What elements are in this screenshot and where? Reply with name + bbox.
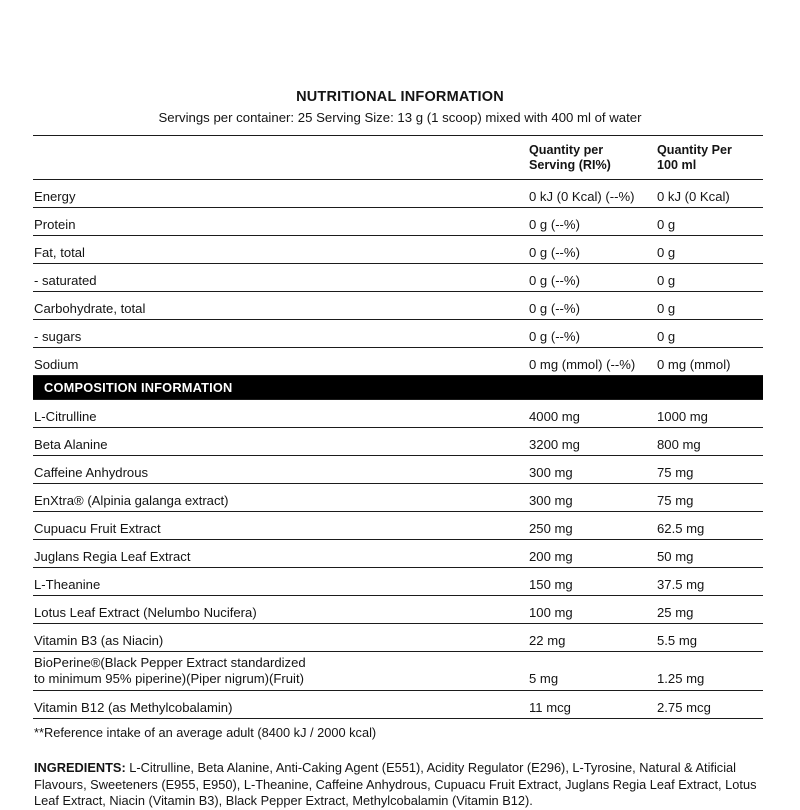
ingredient-per-serving: 11 mcg bbox=[528, 690, 656, 719]
table-row: Caffeine Anhydrous 300 mg 75 mg bbox=[33, 455, 763, 484]
ingredient-name: Cupuacu Fruit Extract bbox=[33, 511, 528, 540]
table-header-row: Quantity per Serving (RI%) Quantity Per … bbox=[33, 135, 763, 180]
column-header-per-serving-line2: Serving (RI%) bbox=[529, 157, 611, 172]
composition-section-header-label: COMPOSITION INFORMATION bbox=[33, 376, 763, 399]
table-row: Protein 0 g (--%) 0 g bbox=[33, 207, 763, 236]
nutrient-per-100ml: 0 g bbox=[656, 291, 763, 320]
ingredient-per-100ml: 2.75 mcg bbox=[656, 690, 763, 719]
ingredient-per-100ml: 75 mg bbox=[656, 483, 763, 512]
ingredient-name: L-Theanine bbox=[33, 567, 528, 596]
nutrient-per-100ml: 0 g bbox=[656, 235, 763, 264]
nutrient-name: Carbohydrate, total bbox=[33, 291, 528, 320]
column-header-per-serving-line1: Quantity per bbox=[529, 143, 604, 157]
nutrient-per-100ml: 0 mg (mmol) bbox=[656, 347, 763, 376]
nutrient-name: Sodium bbox=[33, 347, 528, 376]
ingredient-per-100ml: 50 mg bbox=[656, 539, 763, 568]
column-header-per-100ml-line1: Quantity Per bbox=[657, 143, 732, 157]
table-row: - saturated 0 g (--%) 0 g bbox=[33, 263, 763, 292]
table-row: Beta Alanine 3200 mg 800 mg bbox=[33, 427, 763, 456]
nutrient-per-serving: 0 g (--%) bbox=[528, 263, 656, 292]
table-row: Energy 0 kJ (0 Kcal) (--%) 0 kJ (0 Kcal) bbox=[33, 179, 763, 208]
nutrient-per-100ml: 0 kJ (0 Kcal) bbox=[656, 179, 763, 208]
column-header-nutrient bbox=[33, 135, 528, 180]
composition-section-header-row: COMPOSITION INFORMATION bbox=[33, 375, 763, 400]
nutrition-table-wrap: Quantity per Serving (RI%) Quantity Per … bbox=[33, 135, 763, 719]
nutrition-table-body: Quantity per Serving (RI%) Quantity Per … bbox=[33, 135, 763, 719]
ingredient-name-line1: BioPerine®(Black Pepper Extract standard… bbox=[34, 655, 306, 670]
nutrient-per-serving: 0 g (--%) bbox=[528, 291, 656, 320]
table-row: Cupuacu Fruit Extract 250 mg 62.5 mg bbox=[33, 511, 763, 540]
ingredients-label: INGREDIENTS: bbox=[34, 760, 126, 775]
ingredient-per-100ml: 1.25 mg bbox=[656, 651, 763, 691]
ingredient-per-100ml: 1000 mg bbox=[656, 399, 763, 428]
table-row: BioPerine®(Black Pepper Extract standard… bbox=[33, 651, 763, 691]
ingredient-per-100ml: 75 mg bbox=[656, 455, 763, 484]
reference-intake-footnote: **Reference intake of an average adult (… bbox=[34, 725, 377, 740]
ingredient-per-100ml: 37.5 mg bbox=[656, 567, 763, 596]
nutrient-per-serving: 0 g (--%) bbox=[528, 207, 656, 236]
ingredient-per-100ml: 800 mg bbox=[656, 427, 763, 456]
column-header-per-100ml: Quantity Per 100 ml bbox=[656, 135, 763, 180]
ingredient-per-serving: 300 mg bbox=[528, 483, 656, 512]
ingredient-per-100ml: 25 mg bbox=[656, 595, 763, 624]
column-header-per-serving: Quantity per Serving (RI%) bbox=[528, 135, 656, 180]
nutrient-per-serving: 0 kJ (0 Kcal) (--%) bbox=[528, 179, 656, 208]
nutrient-per-100ml: 0 g bbox=[656, 207, 763, 236]
table-row: Juglans Regia Leaf Extract 200 mg 50 mg bbox=[33, 539, 763, 568]
table-row: Vitamin B3 (as Niacin) 22 mg 5.5 mg bbox=[33, 623, 763, 652]
ingredient-per-serving: 5 mg bbox=[528, 651, 656, 691]
nutrient-name: - saturated bbox=[33, 263, 528, 292]
nutrient-per-100ml: 0 g bbox=[656, 319, 763, 348]
ingredient-name: L-Citrulline bbox=[33, 399, 528, 428]
table-row: Sodium 0 mg (mmol) (--%) 0 mg (mmol) bbox=[33, 347, 763, 376]
ingredient-per-serving: 300 mg bbox=[528, 455, 656, 484]
ingredient-per-100ml: 5.5 mg bbox=[656, 623, 763, 652]
column-header-per-100ml-line2: 100 ml bbox=[657, 157, 697, 172]
table-row: EnXtra® (Alpinia galanga extract) 300 mg… bbox=[33, 483, 763, 512]
ingredient-name: Juglans Regia Leaf Extract bbox=[33, 539, 528, 568]
nutrient-per-serving: 0 g (--%) bbox=[528, 235, 656, 264]
ingredient-per-serving: 22 mg bbox=[528, 623, 656, 652]
ingredient-per-100ml: 62.5 mg bbox=[656, 511, 763, 540]
nutrient-name: Energy bbox=[33, 179, 528, 208]
nutrient-name: Fat, total bbox=[33, 235, 528, 264]
ingredient-per-serving: 100 mg bbox=[528, 595, 656, 624]
servings-subtitle: Servings per container: 25 Serving Size:… bbox=[158, 110, 642, 125]
table-row: L-Theanine 150 mg 37.5 mg bbox=[33, 567, 763, 596]
ingredient-name: Vitamin B3 (as Niacin) bbox=[33, 623, 528, 652]
ingredient-name: Lotus Leaf Extract (Nelumbo Nucifera) bbox=[33, 595, 528, 624]
ingredient-name: EnXtra® (Alpinia galanga extract) bbox=[33, 483, 528, 512]
nutrition-table: Quantity per Serving (RI%) Quantity Per … bbox=[33, 135, 763, 719]
table-row: Vitamin B12 (as Methylcobalamin) 11 mcg … bbox=[33, 690, 763, 719]
nutrient-per-100ml: 0 g bbox=[656, 263, 763, 292]
table-row: L-Citrulline 4000 mg 1000 mg bbox=[33, 399, 763, 428]
nutrient-name: - sugars bbox=[33, 319, 528, 348]
table-row: - sugars 0 g (--%) 0 g bbox=[33, 319, 763, 348]
nutrient-per-serving: 0 mg (mmol) (--%) bbox=[528, 347, 656, 376]
ingredient-per-serving: 250 mg bbox=[528, 511, 656, 540]
ingredient-per-serving: 4000 mg bbox=[528, 399, 656, 428]
composition-section-header-cell: COMPOSITION INFORMATION bbox=[33, 375, 763, 400]
ingredient-name: Beta Alanine bbox=[33, 427, 528, 456]
ingredients-list: L-Citrulline, Beta Alanine, Anti-Caking … bbox=[34, 760, 757, 808]
ingredient-per-serving: 3200 mg bbox=[528, 427, 656, 456]
panel-title-block: NUTRITIONAL INFORMATION Servings per con… bbox=[0, 0, 800, 127]
table-bottom-rule-cell bbox=[33, 718, 763, 719]
nutrient-per-serving: 0 g (--%) bbox=[528, 319, 656, 348]
ingredient-name: BioPerine®(Black Pepper Extract standard… bbox=[33, 651, 528, 691]
ingredient-per-serving: 150 mg bbox=[528, 567, 656, 596]
ingredient-name: Vitamin B12 (as Methylcobalamin) bbox=[33, 690, 528, 719]
ingredient-per-serving: 200 mg bbox=[528, 539, 656, 568]
table-row: Fat, total 0 g (--%) 0 g bbox=[33, 235, 763, 264]
ingredient-name: Caffeine Anhydrous bbox=[33, 455, 528, 484]
table-row: Carbohydrate, total 0 g (--%) 0 g bbox=[33, 291, 763, 320]
table-row: Lotus Leaf Extract (Nelumbo Nucifera) 10… bbox=[33, 595, 763, 624]
table-bottom-rule bbox=[33, 718, 763, 719]
page-title: NUTRITIONAL INFORMATION bbox=[296, 89, 504, 105]
nutrient-name: Protein bbox=[33, 207, 528, 236]
ingredient-name-line2: to minimum 95% piperine)(Piper nigrum)(F… bbox=[34, 671, 304, 686]
ingredients-paragraph: INGREDIENTS: L-Citrulline, Beta Alanine,… bbox=[34, 760, 763, 810]
